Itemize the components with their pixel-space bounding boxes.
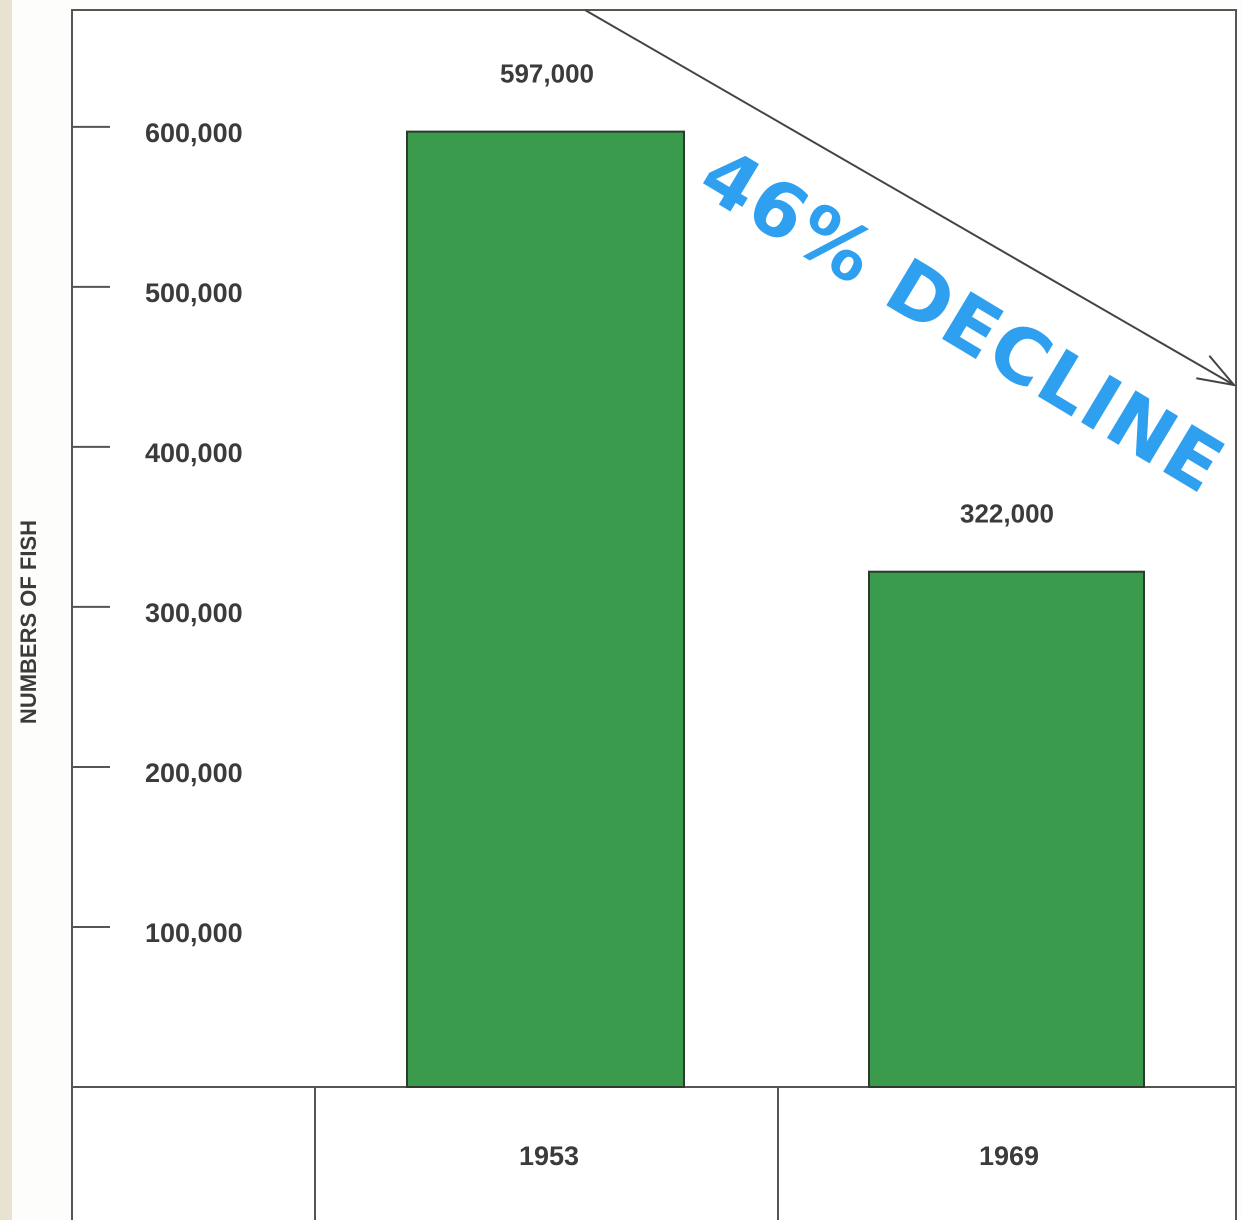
y-tick-label: 200,000	[145, 758, 243, 788]
y-tick-label: 500,000	[145, 278, 243, 308]
bar	[406, 130, 685, 1089]
page-edge	[0, 0, 12, 1220]
bar	[868, 570, 1145, 1088]
x-tick-label: 1969	[979, 1141, 1039, 1171]
value-label: 322,000	[960, 499, 1054, 529]
y-tick-label: 400,000	[145, 438, 243, 468]
decline-arrow	[584, 9, 1234, 385]
y-tick-label: 100,000	[145, 918, 243, 948]
y-tick-label: 600,000	[145, 118, 243, 148]
value-label: 597,000	[500, 58, 594, 88]
y-axis-label: NUMBERS OF FISH	[16, 520, 41, 724]
x-tick-label: 1953	[519, 1141, 579, 1171]
y-tick-label: 300,000	[145, 598, 243, 628]
